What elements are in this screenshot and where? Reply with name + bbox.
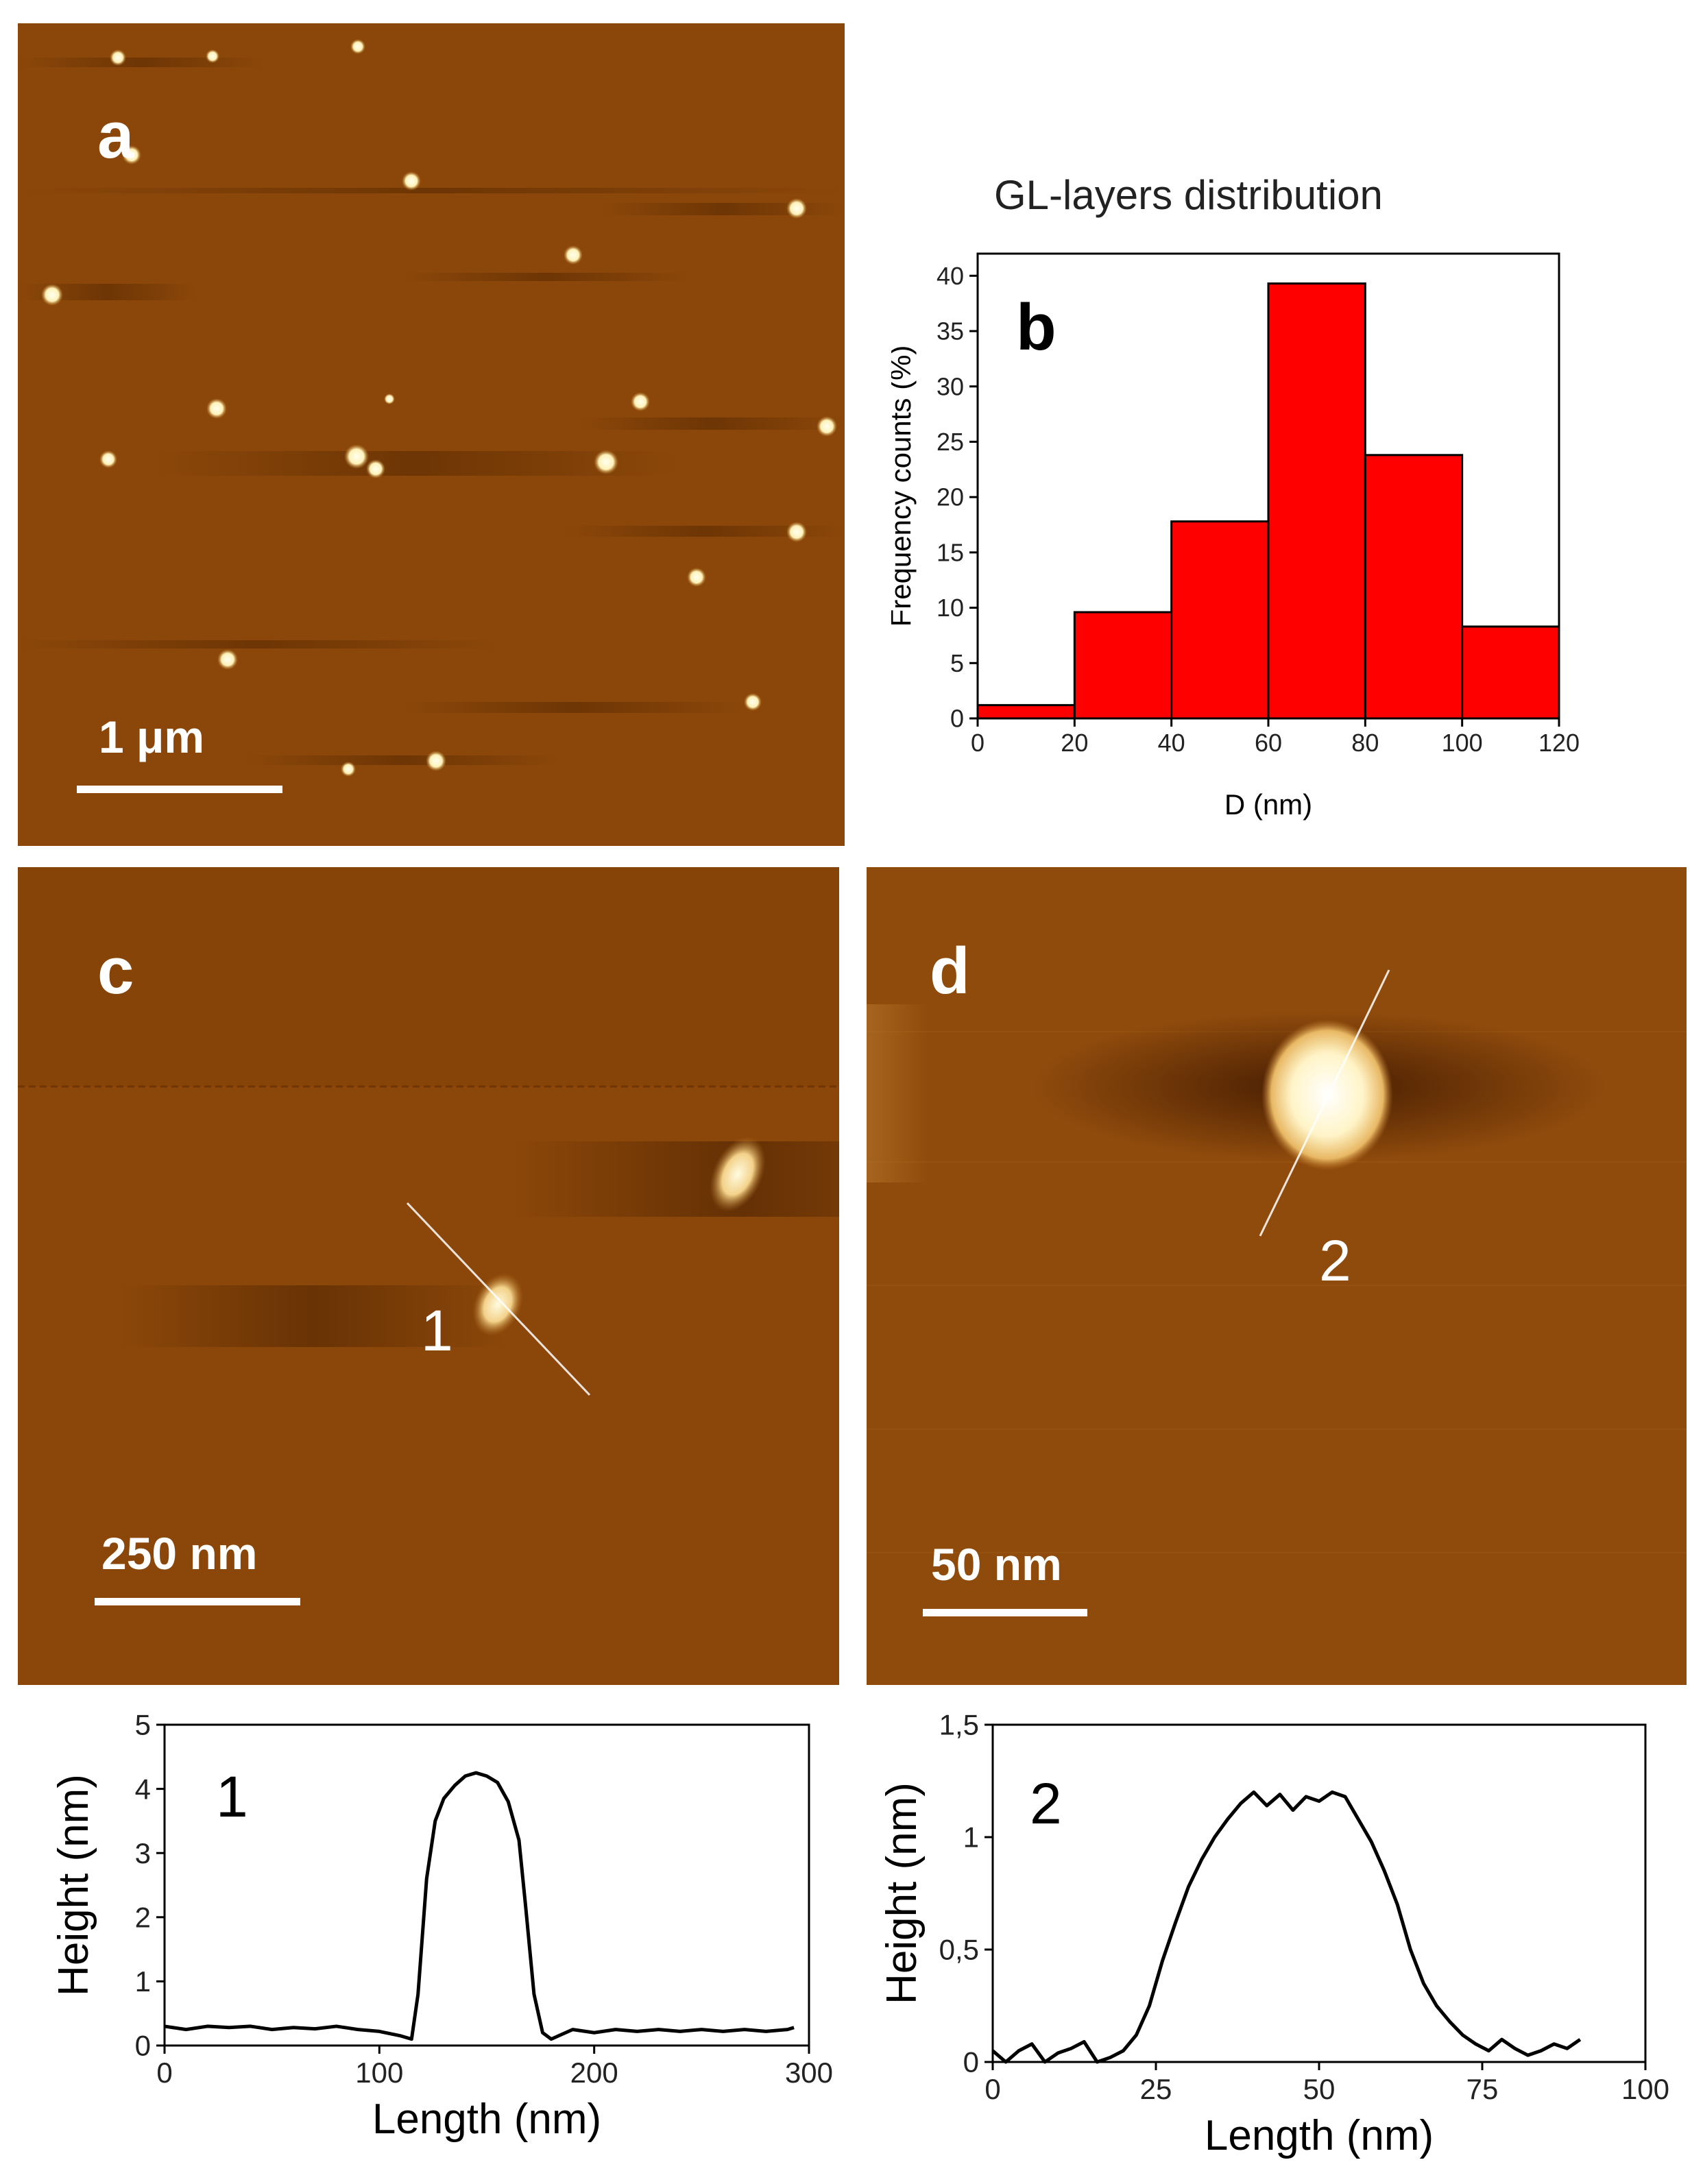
y-tick-label: 0 (950, 705, 964, 733)
x-tick-label: 100 (1442, 729, 1483, 757)
y-tick-label: 5 (135, 1709, 151, 1741)
y-tick-label: 2 (135, 1902, 151, 1934)
x-tick-label: 40 (1158, 729, 1185, 757)
scale-bar-label-a: 1 μm (99, 712, 205, 762)
y-tick-label: 40 (937, 262, 964, 290)
x-tick-label: 100 (355, 2056, 403, 2089)
y-tick-label: 1 (135, 1965, 151, 1998)
afm-image-d: d 2 50 nm (867, 867, 1687, 1685)
height-profile-line (164, 1771, 795, 2041)
scale-bar-a (77, 786, 282, 793)
afm-image-c-graphic (18, 867, 839, 1396)
panel-label-b: b (1016, 291, 1056, 364)
scale-bar-d (923, 1609, 1087, 1616)
x-axis-label: Length (nm) (372, 2096, 601, 2143)
x-tick-label: 60 (1255, 729, 1282, 757)
y-tick-label: 5 (950, 649, 964, 677)
panel-label-a: a (97, 99, 134, 172)
x-tick-label: 20 (1061, 729, 1088, 757)
x-tick-label: 50 (1303, 2073, 1336, 2105)
x-tick-label: 200 (570, 2056, 618, 2089)
histogram-b-graphic: 0 20 40 60 80 100 120 0 5 10 15 20 25 30 35 40 D (nm) Fre… (891, 252, 1580, 821)
x-axis-label: D (nm) (1224, 788, 1312, 821)
y-axis-label: Height (nm) (50, 1774, 97, 1996)
x-tick-label: 0 (156, 2056, 172, 2089)
histogram-bar (1267, 282, 1366, 720)
panel-label-d: d (930, 934, 970, 1008)
height-profile-line (991, 1790, 1582, 2064)
y-tick-label: 20 (937, 483, 964, 511)
profile-label: 2 (1030, 1771, 1062, 1836)
y-tick-label: 1 (963, 1821, 979, 1854)
profile-chart-1-graphic: 0 100 200 300 0 1 2 3 4 5 Length (nm) Height (nm) 1 (50, 1709, 833, 2143)
panel-label-c: c (97, 934, 134, 1008)
plot-frame (991, 1723, 1647, 2063)
histogram-bar (1364, 454, 1464, 720)
y-tick-label: 30 (937, 372, 964, 400)
y-tick-label: 0 (963, 2046, 979, 2078)
y-axis-label: Frequency counts (%) (891, 345, 917, 627)
scale-bar-label-c: 250 nm (101, 1528, 258, 1579)
y-tick-label: 10 (937, 594, 964, 622)
profile-chart-1: 0 100 200 300 0 1 2 3 4 5 Length (nm) Height (nm) 1 (27, 1707, 850, 2173)
histogram-bar (1461, 625, 1560, 720)
y-tick-label: 3 (135, 1837, 151, 1869)
profile-marker-2: 2 (1319, 1228, 1351, 1293)
y-tick-label: 15 (937, 538, 964, 566)
y-tick-label: 0 (135, 2030, 151, 2062)
x-tick-label: 75 (1466, 2073, 1499, 2105)
y-tick-label: 25 (937, 428, 964, 456)
y-tick-label: 4 (135, 1773, 151, 1805)
y-axis-label: Height (nm) (878, 1782, 926, 2004)
x-tick-label: 80 (1351, 729, 1379, 757)
histogram-bar (976, 704, 1076, 720)
afm-image-a-graphic (18, 39, 845, 777)
afm-image-a: a 1 μm (18, 23, 845, 846)
x-tick-label: 25 (1140, 2073, 1172, 2105)
histogram-bar (1170, 520, 1270, 720)
scale-bar-label-d: 50 nm (931, 1539, 1062, 1590)
profile-chart-2: 0 25 50 75 100 0 0,5 1 1,5 Length (nm) Height (nm)… (850, 1707, 1703, 2173)
x-tick-label: 300 (785, 2056, 833, 2089)
afm-image-c: c 1 250 nm (18, 867, 839, 1685)
x-tick-label: 100 (1621, 2073, 1669, 2105)
y-tick-label: 0,5 (939, 1934, 979, 1966)
profile-label: 1 (216, 1764, 248, 1829)
histogram-b: 0 20 40 60 80 100 120 0 5 10 15 20 25 30 35 40 D (nm) Fre… (891, 158, 1625, 829)
x-tick-label: 0 (985, 2073, 1000, 2105)
histogram-bar (1073, 611, 1173, 720)
plot-frame (163, 1723, 810, 2047)
x-tick-label: 0 (971, 729, 985, 757)
profile-chart-2-graphic: 0 25 50 75 100 0 0,5 1 1,5 Length (nm) Height (nm)… (878, 1709, 1669, 2159)
y-tick-label: 1,5 (939, 1709, 979, 1741)
profile-marker-1: 1 (421, 1298, 453, 1363)
scale-bar-c (95, 1598, 300, 1605)
x-tick-label: 120 (1538, 729, 1580, 757)
histogram-title: GL-layers distribution (994, 172, 1383, 218)
afm-image-d-graphic (867, 969, 1687, 1553)
y-tick-label: 35 (937, 317, 964, 345)
x-axis-label: Length (nm) (1205, 2112, 1434, 2159)
